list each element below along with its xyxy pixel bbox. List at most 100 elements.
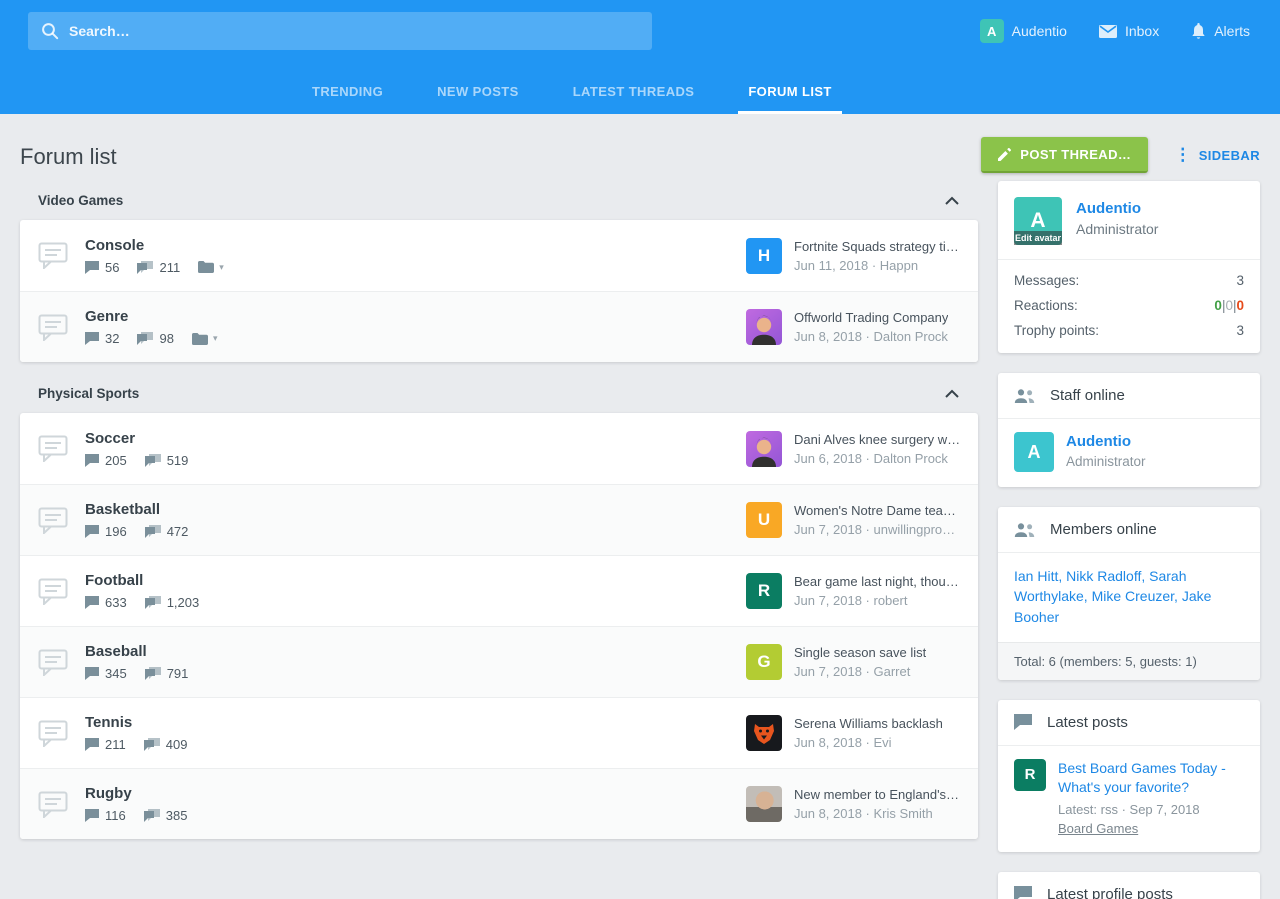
last-post[interactable]: Serena Williams backlash Jun 8, 2018 · E… [746, 715, 960, 751]
member-link[interactable]: Mike Creuzer [1091, 588, 1175, 605]
last-post-title[interactable]: Fortnite Squads strategy ti… [794, 238, 959, 254]
last-post-avatar bears-logo-avatar[interactable] [746, 715, 782, 751]
user-name[interactable]: Audentio [1011, 23, 1067, 39]
alerts-button[interactable]: Alerts [1191, 22, 1250, 40]
tab-trending[interactable]: TRENDING [312, 84, 384, 99]
latest-post-avatar[interactable]: R [1014, 758, 1046, 791]
staff-member-row[interactable]: A Audentio Administrator [998, 419, 1260, 487]
forum-title[interactable]: Tennis [85, 714, 133, 731]
forum-stats: 211 409 [85, 737, 746, 752]
topbar: A Audentio Inbox Alerts TRENDING NEW POS… [0, 0, 1280, 114]
last-post-title[interactable]: Dani Alves knee surgery w… [794, 431, 960, 447]
account-menu[interactable]: A Audentio [979, 19, 1067, 43]
bell-icon [1191, 22, 1206, 40]
profile-role: Administrator [1076, 221, 1159, 237]
tab-new-posts[interactable]: NEW POSTS [437, 84, 519, 99]
last-post-meta: Jun 11, 2018 · Happn [794, 257, 919, 273]
tab-latest-threads[interactable]: LATEST THREADS [572, 84, 695, 99]
forum-title[interactable]: Baseball [85, 643, 147, 660]
last-post-title[interactable]: New member to England's… [794, 787, 960, 802]
chevron-up-icon[interactable] [945, 389, 959, 398]
tab-forum-list[interactable]: FORUM LIST [738, 84, 842, 114]
latest-post-title-link[interactable]: Best Board Games Today - What's your fav… [1058, 759, 1226, 795]
speech-bubble-icon [1014, 714, 1032, 731]
profile-name-link[interactable]: Audentio [1076, 200, 1141, 217]
forum-stats: 32 98 ▾ [85, 331, 746, 346]
reactions-separator: | [1221, 298, 1226, 313]
messages-stat-value[interactable]: 3 [1236, 273, 1244, 288]
last-post[interactable]: New member to England's… Jun 8, 2018 · K… [746, 786, 960, 822]
staff-member-name[interactable]: Audentio [1066, 433, 1131, 450]
forum-title[interactable]: Genre [85, 308, 129, 325]
inbox-button[interactable]: Inbox [1098, 23, 1159, 39]
profile-avatar[interactable]: A Edit avatar [1014, 197, 1062, 245]
search-bar[interactable] [28, 12, 652, 50]
forum-row-tennis[interactable]: Tennis 211 409 Serena Williams backlash … [20, 697, 978, 768]
last-post[interactable]: U Women's Notre Dame tea… Jun 7, 2018 · … [746, 502, 960, 538]
last-post-avatar[interactable]: G [746, 644, 782, 680]
message-count: 472 [166, 524, 189, 539]
subforum-dropdown[interactable]: ▾ [191, 332, 217, 345]
post-thread-button[interactable]: POST THREAD… [981, 137, 1149, 173]
forum-row-console[interactable]: Console 56 211 ▾ H Fortnite Squads strat… [20, 220, 978, 291]
last-post[interactable]: Offworld Trading Company Jun 8, 2018 · D… [746, 309, 960, 345]
envelope-icon [1098, 24, 1117, 38]
page-title: Forum list [20, 144, 117, 169]
last-post-avatar[interactable]: R [746, 573, 782, 609]
message-count: 98 [159, 331, 174, 346]
member-link[interactable]: Nikk Radloff [1066, 568, 1142, 584]
messages-icon [144, 596, 161, 609]
last-post-title[interactable]: Offworld Trading Company [794, 310, 949, 325]
message-count: 409 [165, 737, 188, 752]
last-post-title[interactable]: Serena Williams backlash [794, 716, 943, 731]
edit-avatar-button[interactable]: Edit avatar [1014, 231, 1062, 245]
category-card-physical-sports: Soccer 205 519 Dani Alves knee surgery w… [20, 413, 978, 839]
vertical-dots-icon: ⋮ [1174, 144, 1192, 164]
last-post-avatar photo-avatar[interactable] [746, 786, 782, 822]
member-link[interactable]: Jake Booher [1014, 588, 1212, 625]
forum-row-genre[interactable]: Genre 32 98 ▾ Offworld Trading Company J… [20, 291, 978, 362]
last-post-avatar[interactable] [746, 430, 782, 467]
last-post-title[interactable]: Bear game last night, thou… [794, 574, 959, 589]
reactions-stat-value[interactable]: 0|0|0 [1214, 298, 1244, 313]
forum-title[interactable]: Soccer [85, 429, 136, 447]
last-post-avatar[interactable]: U [746, 502, 782, 538]
message-count: 791 [166, 666, 189, 681]
forum-row-soccer[interactable]: Soccer 205 519 Dani Alves knee surgery w… [20, 413, 978, 484]
forum-title[interactable]: Basketball [85, 501, 161, 518]
last-post-avatar[interactable]: H [746, 237, 782, 274]
search-icon [41, 22, 59, 40]
last-post[interactable]: H Fortnite Squads strategy ti… Jun 11, 2… [746, 237, 960, 274]
forum-title[interactable]: Console [85, 236, 145, 254]
latest-post-item[interactable]: R Best Board Games Today - What's your f… [998, 746, 1260, 852]
last-post-avatar[interactable] [746, 309, 782, 345]
messages-icon [143, 809, 160, 822]
last-post[interactable]: Dani Alves knee surgery w… Jun 6, 2018 ·… [746, 430, 960, 467]
forum-title[interactable]: Rugby [85, 785, 132, 802]
staff-avatar[interactable]: A [1014, 432, 1054, 472]
trophy-stat-value[interactable]: 3 [1236, 323, 1244, 338]
subforum-dropdown[interactable]: ▾ [198, 261, 224, 273]
member-link[interactable]: Ian Hitt [1014, 568, 1059, 584]
last-post[interactable]: G Single season save list Jun 7, 2018 · … [746, 644, 960, 680]
forum-title[interactable]: Football [85, 572, 144, 589]
message-count: 385 [165, 808, 188, 823]
latest-post-forum-link[interactable]: Board Games [1058, 820, 1139, 836]
forum-row-rugby[interactable]: Rugby 116 385 New member to England's… J… [20, 768, 978, 839]
forum-row-basketball[interactable]: Basketball 196 472 U Women's Notre Dame … [20, 484, 978, 555]
sidebar-toggle-button[interactable]: ⋮ SIDEBAR [1174, 144, 1260, 164]
topbar-account-area: A Audentio Inbox Alerts [979, 19, 1250, 43]
member-link[interactable]: Sarah Worthylake [1014, 568, 1187, 605]
category-header-physical-sports[interactable]: Physical Sports [20, 362, 978, 413]
last-post-title[interactable]: Single season save list [794, 645, 927, 660]
last-post-title[interactable]: Women's Notre Dame tea… [794, 503, 956, 518]
search-input[interactable] [69, 23, 639, 39]
sidebar: A Edit avatar Audentio Administrator Mes… [998, 176, 1260, 899]
chevron-up-icon[interactable] [945, 196, 959, 205]
last-post[interactable]: R Bear game last night, thou… Jun 7, 201… [746, 573, 960, 609]
user-avatar[interactable]: A [979, 19, 1004, 43]
category-header-video-games[interactable]: Video Games [20, 176, 978, 220]
people-icon [1014, 522, 1035, 537]
forum-row-football[interactable]: Football 633 1,203 R Bear game last nigh… [20, 555, 978, 626]
forum-row-baseball[interactable]: Baseball 345 791 G Single season save li… [20, 626, 978, 697]
